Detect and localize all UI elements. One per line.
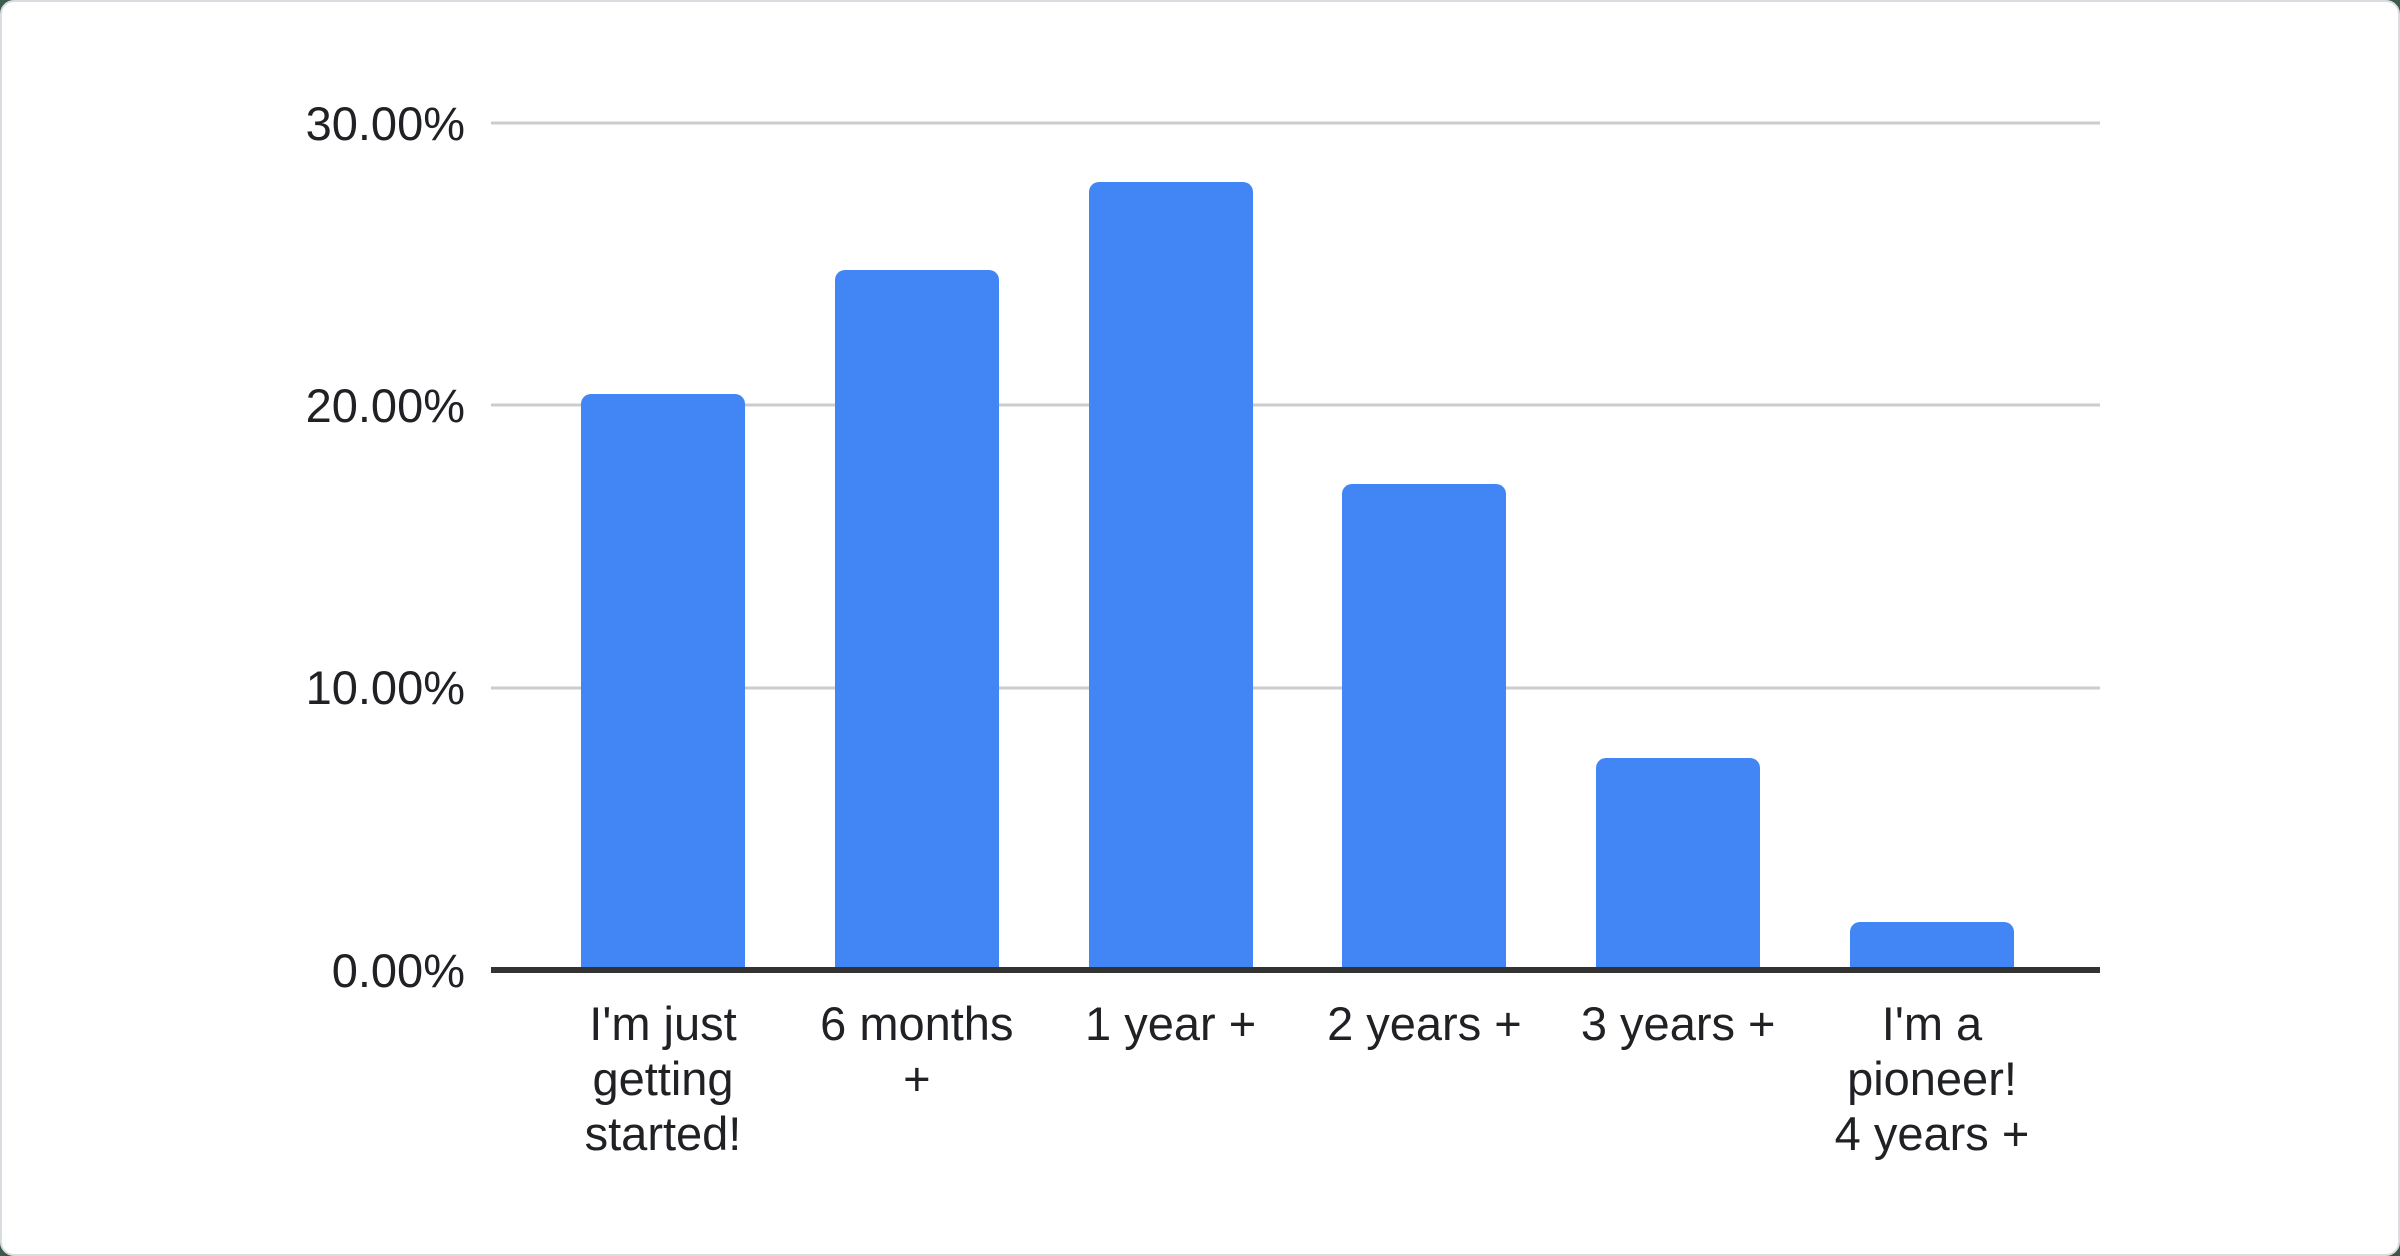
gridline-20 bbox=[491, 403, 2100, 407]
bar-5[interactable] bbox=[1596, 758, 1761, 970]
x-axis-line bbox=[491, 967, 2100, 973]
y-axis-tick-label: 30.00% bbox=[305, 96, 465, 150]
x-axis-category-label: I'm a pioneer! 4 years + bbox=[1834, 997, 2030, 1160]
y-axis-tick-label: 20.00% bbox=[305, 378, 465, 432]
y-axis-tick-label: 10.00% bbox=[305, 661, 465, 715]
bar-chart-plot-area bbox=[491, 121, 2100, 973]
bar-3[interactable] bbox=[1088, 182, 1253, 970]
x-axis-category-label: 6 months + bbox=[820, 997, 1014, 1105]
gridline-30 bbox=[491, 121, 2100, 125]
x-axis-category-label: I'm just getting started! bbox=[584, 997, 742, 1160]
bar-2[interactable] bbox=[834, 270, 999, 970]
x-axis-category-label: 3 years + bbox=[1580, 997, 1776, 1050]
y-axis-labels: 30.00% 20.00% 10.00% 0.00% bbox=[2, 97, 465, 997]
gridline-10 bbox=[491, 686, 2100, 690]
bar-6[interactable] bbox=[1850, 922, 2014, 970]
x-axis-category-label: 2 years + bbox=[1327, 997, 1522, 1050]
x-axis-labels: I'm just getting started! 6 months + 1 yea… bbox=[491, 996, 2100, 1236]
y-axis-tick-label: 0.00% bbox=[331, 943, 465, 997]
x-axis-category-label: 1 year + bbox=[1085, 997, 1257, 1050]
bar-1[interactable] bbox=[581, 394, 745, 970]
bar-4[interactable] bbox=[1342, 484, 1507, 970]
